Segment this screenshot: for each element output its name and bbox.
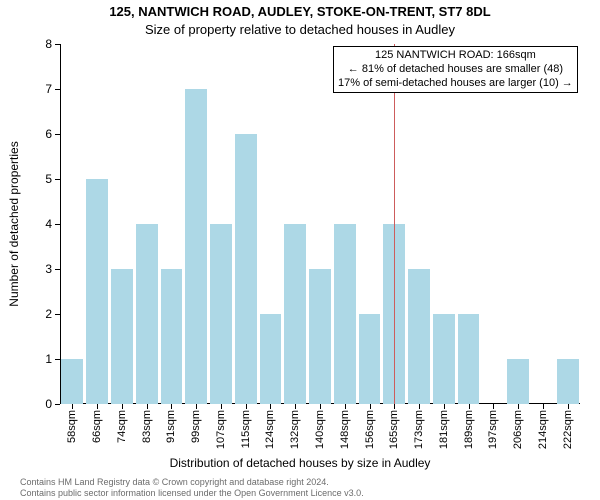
- y-tick-label: 8: [32, 37, 52, 51]
- bar: [458, 314, 480, 404]
- x-tick-label: 173sqm: [413, 410, 425, 449]
- x-tick-label: 66sqm: [91, 410, 103, 443]
- x-axis-title: Distribution of detached houses by size …: [0, 456, 600, 470]
- x-tick: [196, 404, 197, 409]
- x-tick-label: 140sqm: [314, 410, 326, 449]
- bar: [86, 179, 108, 404]
- y-tick: [55, 224, 60, 225]
- x-tick-label: 148sqm: [339, 410, 351, 449]
- x-tick-label: 91sqm: [165, 410, 177, 443]
- x-tick: [345, 404, 346, 409]
- x-tick: [568, 404, 569, 409]
- x-tick-label: 83sqm: [141, 410, 153, 443]
- bar: [334, 224, 356, 404]
- x-tick-label: 156sqm: [364, 410, 376, 449]
- bar: [61, 359, 83, 404]
- x-tick: [147, 404, 148, 409]
- x-tick: [394, 404, 395, 409]
- bar: [111, 269, 133, 404]
- y-tick: [55, 134, 60, 135]
- bar: [507, 359, 529, 404]
- y-tick: [55, 179, 60, 180]
- y-tick-label: 0: [32, 397, 52, 411]
- bar: [260, 314, 282, 404]
- x-tick-label: 214sqm: [537, 410, 549, 449]
- x-tick: [295, 404, 296, 409]
- x-tick-label: 115sqm: [240, 410, 252, 448]
- bar: [185, 89, 207, 404]
- y-tick-label: 3: [32, 262, 52, 276]
- annotation-line: ← 81% of detached houses are smaller (48…: [338, 63, 573, 77]
- x-tick: [419, 404, 420, 409]
- footer-line-2: Contains public sector information licen…: [20, 488, 364, 498]
- x-tick-label: 99sqm: [190, 410, 202, 443]
- bar: [284, 224, 306, 404]
- y-axis-title: Number of detached properties: [7, 141, 21, 306]
- y-tick-label: 7: [32, 82, 52, 96]
- chart-title: 125, NANTWICH ROAD, AUDLEY, STOKE-ON-TRE…: [0, 4, 600, 19]
- x-tick-label: 222sqm: [562, 410, 574, 449]
- y-tick-label: 2: [32, 307, 52, 321]
- x-tick-label: 197sqm: [487, 410, 499, 449]
- y-axis-line: [60, 44, 61, 404]
- x-tick: [270, 404, 271, 409]
- y-tick-label: 5: [32, 172, 52, 186]
- bar: [210, 224, 232, 404]
- x-tick: [171, 404, 172, 409]
- x-tick: [246, 404, 247, 409]
- bar: [309, 269, 331, 404]
- y-tick-label: 4: [32, 217, 52, 231]
- x-tick: [221, 404, 222, 409]
- chart-subtitle: Size of property relative to detached ho…: [0, 22, 600, 37]
- y-tick: [55, 89, 60, 90]
- bar: [161, 269, 183, 404]
- bar: [557, 359, 579, 404]
- x-tick-label: 74sqm: [116, 410, 128, 443]
- x-tick: [97, 404, 98, 409]
- y-tick: [55, 44, 60, 45]
- bar: [408, 269, 430, 404]
- footer: Contains HM Land Registry data © Crown c…: [20, 477, 364, 498]
- x-tick: [469, 404, 470, 409]
- x-tick: [543, 404, 544, 409]
- y-tick: [55, 314, 60, 315]
- plot-area: 01234567858sqm66sqm74sqm83sqm91sqm99sqm1…: [60, 44, 580, 404]
- x-tick: [518, 404, 519, 409]
- annotation-box: 125 NANTWICH ROAD: 166sqm← 81% of detach…: [333, 46, 578, 93]
- x-tick: [122, 404, 123, 409]
- y-tick: [55, 404, 60, 405]
- bar: [359, 314, 381, 404]
- y-tick: [55, 269, 60, 270]
- y-tick-label: 1: [32, 352, 52, 366]
- x-tick-label: 124sqm: [264, 410, 276, 449]
- annotation-line: 17% of semi-detached houses are larger (…: [338, 77, 573, 91]
- footer-line-1: Contains HM Land Registry data © Crown c…: [20, 477, 364, 487]
- x-tick: [370, 404, 371, 409]
- bar: [433, 314, 455, 404]
- annotation-line: 125 NANTWICH ROAD: 166sqm: [338, 49, 573, 63]
- bar: [235, 134, 257, 404]
- x-tick: [320, 404, 321, 409]
- y-tick-label: 6: [32, 127, 52, 141]
- marker-line: [394, 44, 395, 404]
- x-tick: [72, 404, 73, 409]
- x-tick-label: 58sqm: [66, 410, 78, 443]
- chart-container: 125, NANTWICH ROAD, AUDLEY, STOKE-ON-TRE…: [0, 0, 600, 500]
- x-tick: [444, 404, 445, 409]
- x-tick-label: 181sqm: [438, 410, 450, 449]
- x-tick: [493, 404, 494, 409]
- x-tick-label: 132sqm: [289, 410, 301, 449]
- bar: [136, 224, 158, 404]
- x-tick-label: 165sqm: [388, 410, 400, 449]
- x-tick-label: 107sqm: [215, 410, 227, 449]
- y-tick: [55, 359, 60, 360]
- x-tick-label: 206sqm: [512, 410, 524, 449]
- x-tick-label: 189sqm: [463, 410, 475, 449]
